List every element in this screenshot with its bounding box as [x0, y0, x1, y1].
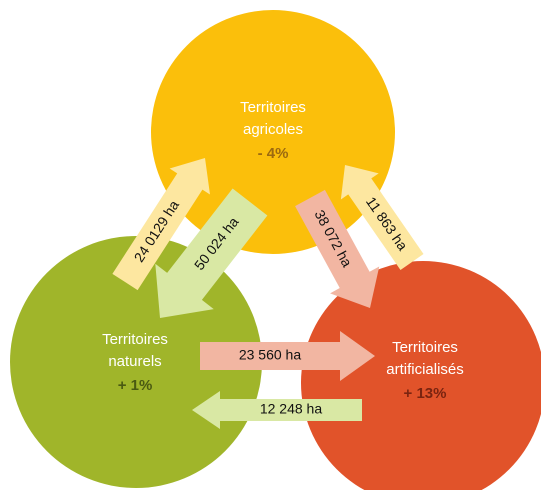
arrow-shape	[295, 189, 380, 309]
territory-label: Territoires	[240, 99, 306, 116]
territory-label: Territoires	[392, 339, 458, 356]
territory-label: artificialisés	[386, 361, 464, 378]
territory-change: + 1%	[118, 377, 153, 394]
territory-label: naturels	[108, 353, 161, 370]
territory-label: Territoires	[102, 331, 168, 348]
territory-circle	[301, 261, 541, 490]
flow-arrow	[192, 391, 362, 429]
territory-change: - 4%	[258, 145, 289, 162]
arrow-shape	[112, 157, 210, 291]
flow-arrow	[200, 331, 375, 381]
flow-arrow	[340, 164, 424, 270]
territory-label: agricoles	[243, 121, 303, 138]
flow-arrow	[112, 157, 210, 291]
arrow-shape	[340, 164, 424, 270]
arrow-shape	[200, 331, 375, 381]
territory-change: + 13%	[404, 385, 447, 402]
flow-arrow	[295, 189, 380, 309]
flow-arrow	[155, 188, 268, 318]
territory-circle	[151, 10, 395, 254]
arrow-shape	[155, 188, 268, 318]
flow-label: 12 248 ha	[260, 401, 322, 417]
flow-label: 23 560 ha	[239, 347, 301, 363]
arrow-shape	[192, 391, 362, 429]
